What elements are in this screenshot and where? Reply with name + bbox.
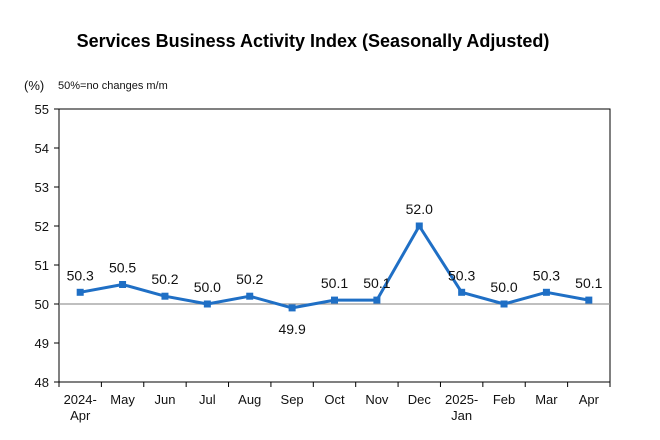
data-point xyxy=(415,222,423,230)
data-label: 50.2 xyxy=(151,271,178,287)
y-tick-label: 55 xyxy=(35,102,49,117)
series-group xyxy=(76,222,593,312)
reference-note: 50%=no changes m/m xyxy=(58,80,168,92)
data-point xyxy=(76,288,84,296)
data-point xyxy=(542,288,550,296)
data-point xyxy=(585,296,593,304)
data-label: 50.3 xyxy=(533,267,560,283)
data-label: 50.5 xyxy=(109,260,136,276)
data-point xyxy=(331,296,338,304)
data-point xyxy=(500,300,508,308)
y-tick-label: 48 xyxy=(35,375,49,390)
data-label: 52.0 xyxy=(406,201,433,217)
x-tick-label: Jun xyxy=(154,392,175,407)
data-point xyxy=(458,288,466,296)
chart-title: Services Business Activity Index (Season… xyxy=(77,31,550,51)
data-label: 50.0 xyxy=(490,279,517,295)
y-tick-label: 51 xyxy=(35,258,49,273)
x-tick-label: Jul xyxy=(199,392,216,407)
y-unit-label: (%) xyxy=(24,78,44,93)
data-point xyxy=(288,304,296,312)
data-point xyxy=(203,300,211,308)
x-tick-label: 2025-Jan xyxy=(445,392,478,423)
plot-area xyxy=(58,108,611,383)
y-axis: 48 49 50 51 52 53 54 55 xyxy=(35,102,59,390)
data-label: 50.1 xyxy=(575,275,602,291)
data-labels: 50.3 50.5 50.2 50.0 50.2 49.9 50.1 50.1 52.0 50.3… xyxy=(67,201,603,337)
data-label: 50.2 xyxy=(236,271,263,287)
data-point xyxy=(161,292,169,300)
x-tick-label: Dec xyxy=(408,392,432,407)
x-tick-label: 2024-Apr xyxy=(64,392,97,423)
data-label: 50.1 xyxy=(321,275,348,291)
y-tick-label: 52 xyxy=(35,219,49,234)
data-label: 49.9 xyxy=(278,321,305,337)
data-point xyxy=(119,281,127,288)
y-tick-label: 53 xyxy=(35,180,49,195)
data-label: 50.3 xyxy=(448,267,475,283)
x-tick-label: Feb xyxy=(493,392,515,407)
x-tick-label: Aug xyxy=(238,392,261,407)
data-point xyxy=(373,296,381,304)
x-tick-label: Mar xyxy=(535,392,558,407)
x-tick-label: Apr xyxy=(579,392,600,407)
x-tick-label: Nov xyxy=(365,392,389,407)
x-tick-label: Oct xyxy=(324,392,345,407)
series-line xyxy=(79,224,590,310)
data-label: 50.1 xyxy=(363,275,390,291)
x-tick-label: May xyxy=(110,392,135,407)
x-tick-label: Sep xyxy=(281,392,304,407)
data-label: 50.0 xyxy=(194,279,221,295)
data-point xyxy=(246,292,254,300)
data-label: 50.3 xyxy=(67,267,94,283)
y-tick-label: 50 xyxy=(35,297,49,312)
x-axis: 2024-Apr May Jun Jul Aug Sep Oct Nov Dec 2025-Jan… xyxy=(58,382,611,423)
y-tick-label: 54 xyxy=(35,141,49,156)
y-tick-label: 49 xyxy=(35,336,49,351)
